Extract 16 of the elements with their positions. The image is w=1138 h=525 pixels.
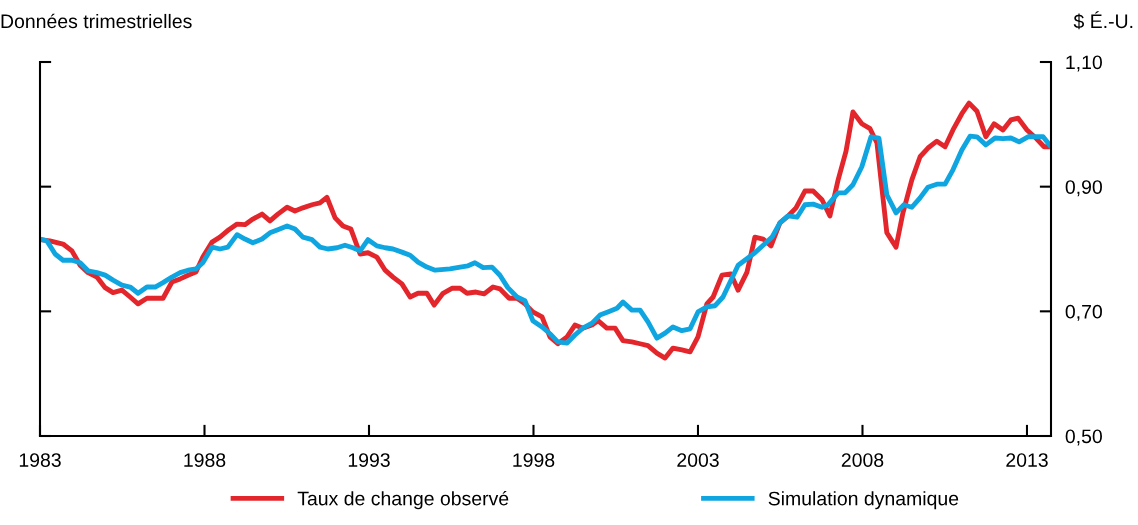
x-tick-label: 1993: [348, 453, 390, 467]
line-series: [40, 133, 1051, 346]
x-tick-label: 1998: [513, 453, 555, 467]
x-tick-label: 2008: [841, 453, 884, 467]
y-axis-title: $ É.-U.: [1073, 11, 1133, 30]
y-tick-label: 1,10: [1066, 55, 1102, 72]
y-tick-label: 0,50: [1065, 429, 1102, 446]
x-tick-label: 1988: [184, 453, 226, 467]
legend-label: Simulation dynamique: [768, 491, 959, 510]
legend-label: Taux de change observé: [297, 490, 509, 510]
chart-subtitle: Données trimestrielles: [1, 13, 192, 29]
x-tick-label: 1983: [19, 453, 61, 467]
y-tick-label: 0,90: [1065, 180, 1102, 197]
x-tick-label: 2013: [1006, 453, 1048, 467]
y-tick-label: 0,70: [1065, 304, 1102, 321]
x-tick-label: 2003: [677, 453, 719, 467]
